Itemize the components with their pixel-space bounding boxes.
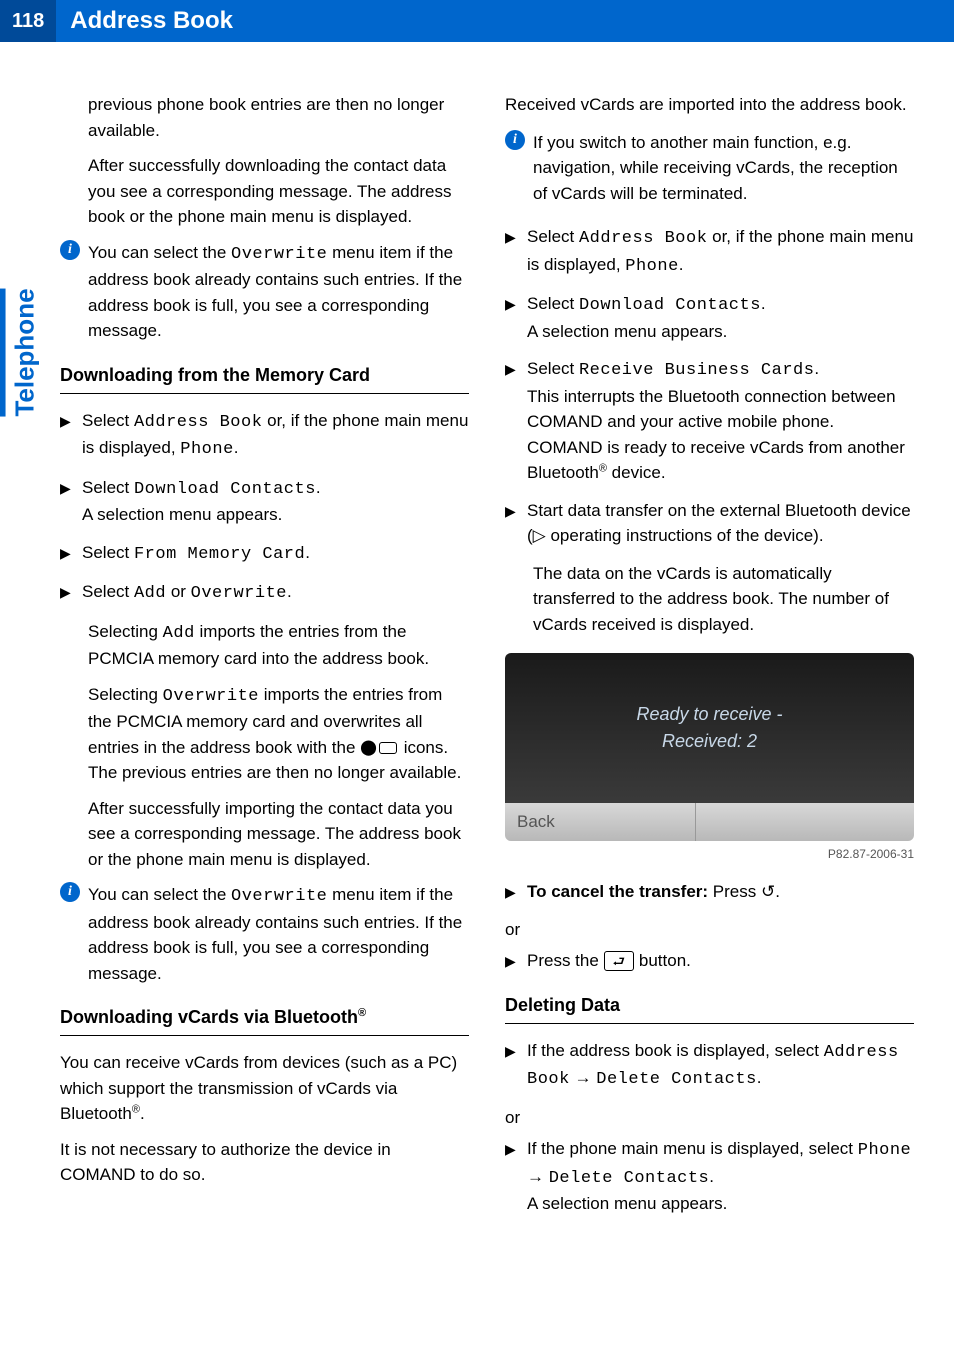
section-heading: Deleting Data: [505, 992, 914, 1024]
triangle-icon: ▶: [505, 948, 527, 974]
step-item: ▶ Start data transfer on the external Bl…: [505, 498, 914, 549]
side-tab: Telephone: [0, 42, 40, 1269]
screen-display: Ready to receive - Received: 2: [505, 653, 914, 803]
triangle-icon: ▶: [505, 224, 527, 279]
step-item: ▶ Select Receive Business Cards.This int…: [505, 356, 914, 486]
info-note: i You can select the Overwrite menu item…: [60, 882, 469, 986]
step-item: ▶ To cancel the transfer: Press ↺.: [505, 879, 914, 905]
step-item: ▶ If the address book is displayed, sele…: [505, 1038, 914, 1093]
page-header: 118 Address Book: [0, 0, 954, 42]
or-text: or: [505, 1105, 914, 1131]
step-continuation: After successfully importing the contact…: [60, 796, 469, 873]
step-continuation: Selecting Overwrite imports the entries …: [60, 682, 469, 786]
triangle-icon: ▶: [505, 291, 527, 344]
step-item: ▶ Select Download Contacts.A selection m…: [60, 475, 469, 528]
step-item: ▶ Select From Memory Card.: [60, 540, 469, 568]
person-icon: ⬤: [360, 737, 377, 760]
info-icon: i: [60, 882, 80, 902]
info-text: You can select the Overwrite menu item i…: [88, 240, 469, 344]
image-caption: P82.87-2006-31: [505, 845, 914, 863]
step-item: ▶ If the phone main menu is displayed, s…: [505, 1136, 914, 1217]
triangle-icon: ▶: [505, 498, 527, 549]
section-heading: Downloading vCards via Bluetooth®: [60, 1004, 469, 1036]
info-text: If you switch to another main function, …: [533, 130, 914, 207]
step-item: ▶ Select Address Book or, if the phone m…: [60, 408, 469, 463]
step-item: ▶ Select Add or Overwrite.: [60, 579, 469, 607]
info-text: You can select the Overwrite menu item i…: [88, 882, 469, 986]
info-note: i If you switch to another main function…: [505, 130, 914, 207]
step-continuation: The data on the vCards is automatically …: [505, 561, 914, 638]
triangle-icon: ▶: [60, 408, 82, 463]
step-item: ▶ Press the ⮐ button.: [505, 948, 914, 974]
info-note: i You can select the Overwrite menu item…: [60, 240, 469, 344]
device-screenshot: Ready to receive - Received: 2 Back: [505, 653, 914, 841]
triangle-icon: ▶: [505, 356, 527, 486]
page-number: 118: [0, 0, 56, 42]
info-icon: i: [60, 240, 80, 260]
left-column: previous phone book entries are then no …: [60, 92, 469, 1229]
paragraph: It is not necessary to authorize the dev…: [60, 1137, 469, 1188]
section-heading: Downloading from the Memory Card: [60, 362, 469, 394]
triangle-icon: ▶: [505, 879, 527, 905]
paragraph: After successfully downloading the conta…: [60, 153, 469, 230]
screen-line: Ready to receive -: [636, 701, 782, 728]
triangle-icon: ▶: [505, 1136, 527, 1217]
side-tab-label: Telephone: [0, 288, 41, 416]
step-item: ▶ Select Download Contacts.A selection m…: [505, 291, 914, 344]
page-title: Address Book: [56, 7, 247, 35]
triangle-icon: ▶: [60, 540, 82, 568]
step-item: ▶ Select Address Book or, if the phone m…: [505, 224, 914, 279]
info-icon: i: [505, 130, 525, 150]
triangle-icon: ▶: [60, 579, 82, 607]
screen-softkeys: Back: [505, 803, 914, 841]
back-button-icon: ⮐: [604, 951, 635, 971]
back-softkey: Back: [517, 809, 555, 835]
paragraph: You can receive vCards from devices (suc…: [60, 1050, 469, 1127]
step-continuation: Selecting Add imports the entries from t…: [60, 619, 469, 672]
card-icon: [379, 742, 397, 754]
triangle-icon: ▶: [505, 1038, 527, 1093]
triangle-icon: ▶: [60, 475, 82, 528]
right-column: Received vCards are imported into the ad…: [505, 92, 914, 1229]
paragraph: previous phone book entries are then no …: [60, 92, 469, 143]
screen-line: Received: 2: [662, 728, 757, 755]
or-text: or: [505, 917, 914, 943]
paragraph: Received vCards are imported into the ad…: [505, 92, 914, 118]
rotary-icon: ↺: [761, 882, 775, 901]
